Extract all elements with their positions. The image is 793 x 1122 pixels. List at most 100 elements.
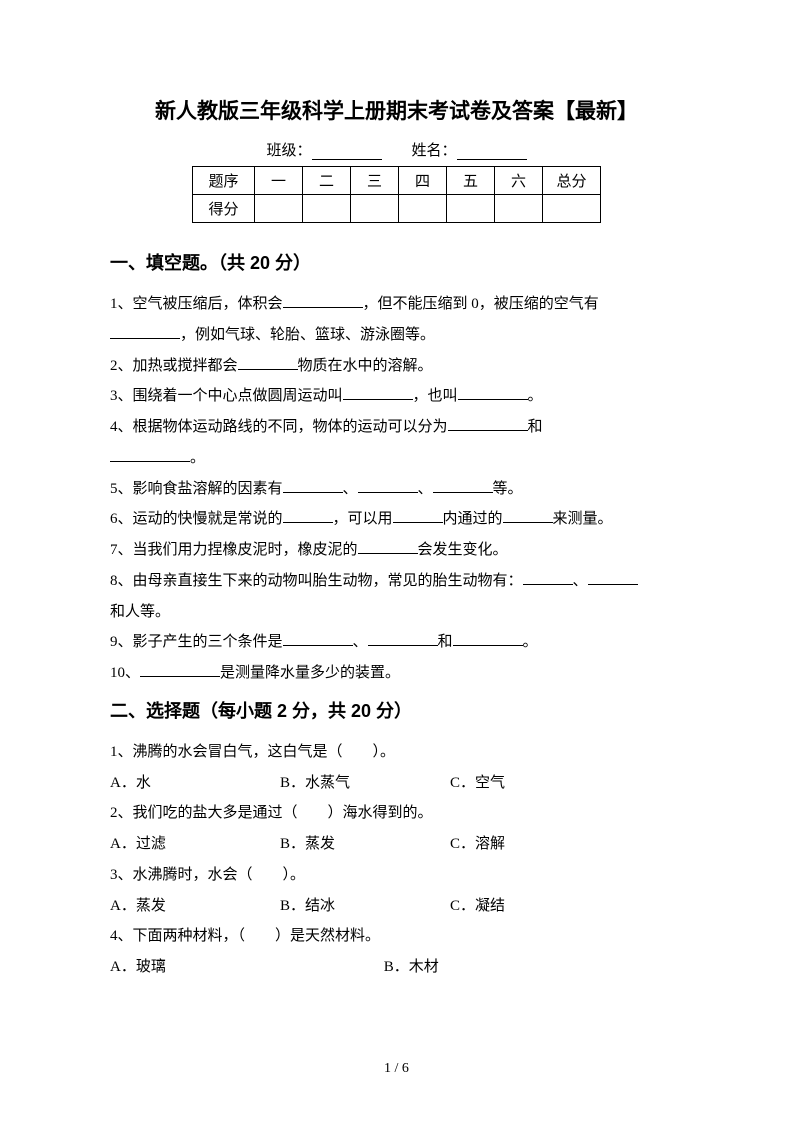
- blank: [358, 478, 418, 493]
- q-text: 等。: [493, 481, 523, 497]
- blank: [110, 324, 180, 339]
- mc-question-2: 2、我们吃的盐大多是通过（ ）海水得到的。: [110, 798, 683, 829]
- q-text: 、: [343, 481, 358, 497]
- q-text: ，也叫: [413, 388, 458, 404]
- blank: [283, 478, 343, 493]
- option-c: C．空气: [450, 768, 505, 799]
- mc-options-2: A．过滤 B．蒸发 C．溶解: [110, 829, 683, 860]
- q-text: 和: [438, 634, 453, 650]
- q-text: ，例如气球、轮胎、篮球、游泳圈等。: [180, 327, 435, 343]
- td-blank: [447, 195, 495, 223]
- q-text: 来测量。: [553, 511, 613, 527]
- th-seq: 题序: [193, 167, 255, 195]
- class-blank: [312, 144, 382, 160]
- option-b: B．结冰: [280, 891, 450, 922]
- td-blank: [303, 195, 351, 223]
- question-7: 7、当我们用力捏橡皮泥时，橡皮泥的 会发生变化。: [110, 535, 683, 566]
- q-text: ，但不能压缩到 0，被压缩的空气有: [363, 296, 599, 312]
- td-score-label: 得分: [193, 195, 255, 223]
- score-table: 题序 一 二 三 四 五 六 总分 得分: [192, 166, 601, 223]
- blank: [283, 631, 353, 646]
- mc-options-4: A．玻璃 B．木材: [110, 952, 683, 983]
- blank: [588, 570, 638, 585]
- q-text: 。: [190, 450, 205, 466]
- blank: [110, 447, 190, 462]
- blank: [358, 539, 418, 554]
- blank: [140, 662, 220, 677]
- question-4-cont: 。: [110, 443, 683, 474]
- section2-heading: 二、选择题（每小题 2 分，共 20 分）: [110, 697, 683, 723]
- blank: [433, 478, 493, 493]
- blank: [523, 570, 573, 585]
- q-text: 8、由母亲直接生下来的动物叫胎生动物，常见的胎生动物有：: [110, 573, 523, 589]
- blank: [283, 293, 363, 308]
- name-label: 姓名：: [412, 143, 457, 159]
- td-blank: [399, 195, 447, 223]
- question-9: 9、影子产生的三个条件是 、 和 。: [110, 627, 683, 658]
- name-blank: [457, 144, 527, 160]
- q-text: 、: [353, 634, 368, 650]
- question-8-cont: 和人等。: [110, 597, 683, 628]
- blank: [283, 508, 333, 523]
- q-text: 7、当我们用力捏橡皮泥时，橡皮泥的: [110, 542, 358, 558]
- q-text: 。: [523, 634, 538, 650]
- th-4: 四: [399, 167, 447, 195]
- th-2: 二: [303, 167, 351, 195]
- option-b: B．水蒸气: [280, 768, 450, 799]
- td-blank: [351, 195, 399, 223]
- q-text: 10、: [110, 665, 140, 681]
- option-a: A．过滤: [110, 829, 280, 860]
- option-c: C．凝结: [450, 891, 505, 922]
- q-text: 会发生变化。: [418, 542, 508, 558]
- th-3: 三: [351, 167, 399, 195]
- th-1: 一: [255, 167, 303, 195]
- question-8: 8、由母亲直接生下来的动物叫胎生动物，常见的胎生动物有： 、: [110, 566, 683, 597]
- q-text: 内通过的: [443, 511, 503, 527]
- mc-question-4: 4、下面两种材料，（ ）是天然材料。: [110, 921, 683, 952]
- th-6: 六: [495, 167, 543, 195]
- class-label: 班级：: [266, 143, 311, 159]
- question-5: 5、影响食盐溶解的因素有 、 、 等。: [110, 474, 683, 505]
- q-text: 和人等。: [110, 604, 170, 620]
- option-a: A．蒸发: [110, 891, 280, 922]
- q-text: 物质在水中的溶解。: [298, 358, 433, 374]
- q-text: ，可以用: [333, 511, 393, 527]
- blank: [448, 416, 528, 431]
- blank: [503, 508, 553, 523]
- table-row: 得分: [193, 195, 601, 223]
- question-10: 10、是测量降水量多少的装置。: [110, 658, 683, 689]
- th-total: 总分: [543, 167, 601, 195]
- section1-heading: 一、填空题。（共 20 分）: [110, 249, 683, 275]
- q-text: 、: [573, 573, 588, 589]
- mc-question-3: 3、水沸腾时，水会（ ）。: [110, 860, 683, 891]
- mc-question-1: 1、沸腾的水会冒白气，这白气是（ ）。: [110, 737, 683, 768]
- mc-options-1: A．水 B．水蒸气 C．空气: [110, 768, 683, 799]
- q-text: 5、影响食盐溶解的因素有: [110, 481, 283, 497]
- option-a: A．玻璃: [110, 952, 380, 983]
- td-blank: [495, 195, 543, 223]
- mc-options-3: A．蒸发 B．结冰 C．凝结: [110, 891, 683, 922]
- q-text: 1、空气被压缩后，体积会: [110, 296, 283, 312]
- blank: [458, 385, 528, 400]
- question-1: 1、空气被压缩后，体积会 ，但不能压缩到 0，被压缩的空气有: [110, 289, 683, 320]
- page-footer: 1 / 6: [0, 1061, 793, 1077]
- page-title: 新人教版三年级科学上册期末考试卷及答案【最新】: [110, 95, 683, 125]
- td-blank: [543, 195, 601, 223]
- option-b: B．木材: [384, 959, 439, 975]
- q-text: 和: [528, 419, 543, 435]
- question-6: 6、运动的快慢就是常说的，可以用内通过的来测量。: [110, 504, 683, 535]
- question-2: 2、加热或搅拌都会物质在水中的溶解。: [110, 351, 683, 382]
- option-b: B．蒸发: [280, 829, 450, 860]
- th-5: 五: [447, 167, 495, 195]
- table-row: 题序 一 二 三 四 五 六 总分: [193, 167, 601, 195]
- blank: [368, 631, 438, 646]
- q-text: 3、围绕着一个中心点做圆周运动叫: [110, 388, 343, 404]
- option-a: A．水: [110, 768, 280, 799]
- blank: [238, 355, 298, 370]
- q-text: 4、根据物体运动路线的不同，物体的运动可以分为: [110, 419, 448, 435]
- question-3: 3、围绕着一个中心点做圆周运动叫，也叫。: [110, 381, 683, 412]
- question-4: 4、根据物体运动路线的不同，物体的运动可以分为 和: [110, 412, 683, 443]
- q-text: 9、影子产生的三个条件是: [110, 634, 283, 650]
- q-text: 、: [418, 481, 433, 497]
- student-info-line: 班级： 姓名：: [110, 139, 683, 160]
